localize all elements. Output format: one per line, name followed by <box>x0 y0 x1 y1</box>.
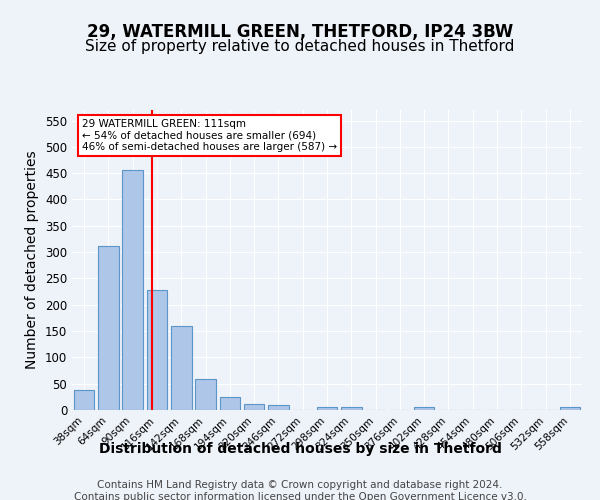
Text: 29, WATERMILL GREEN, THETFORD, IP24 3BW: 29, WATERMILL GREEN, THETFORD, IP24 3BW <box>87 22 513 40</box>
Y-axis label: Number of detached properties: Number of detached properties <box>25 150 40 370</box>
Text: Distribution of detached houses by size in Thetford: Distribution of detached houses by size … <box>98 442 502 456</box>
Text: Contains HM Land Registry data © Crown copyright and database right 2024.
Contai: Contains HM Land Registry data © Crown c… <box>74 480 526 500</box>
Bar <box>414 408 434 410</box>
Bar <box>220 397 240 410</box>
Bar <box>98 246 119 410</box>
Text: Size of property relative to detached houses in Thetford: Size of property relative to detached ho… <box>85 39 515 54</box>
Bar <box>244 404 265 410</box>
Bar <box>146 290 167 410</box>
Bar <box>122 170 143 410</box>
Bar <box>341 407 362 410</box>
Bar <box>268 406 289 410</box>
Bar <box>317 408 337 410</box>
Bar <box>171 326 191 410</box>
Bar <box>74 390 94 410</box>
Bar <box>560 408 580 410</box>
Text: 29 WATERMILL GREEN: 111sqm
← 54% of detached houses are smaller (694)
46% of sem: 29 WATERMILL GREEN: 111sqm ← 54% of deta… <box>82 119 337 152</box>
Bar <box>195 380 216 410</box>
